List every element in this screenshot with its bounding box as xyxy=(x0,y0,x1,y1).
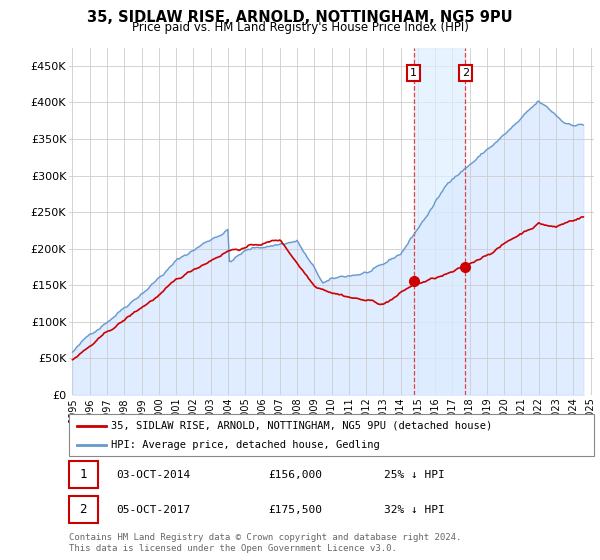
Text: 1: 1 xyxy=(410,68,417,78)
FancyBboxPatch shape xyxy=(69,461,98,488)
Text: 25% ↓ HPI: 25% ↓ HPI xyxy=(384,470,445,479)
Text: 1: 1 xyxy=(79,468,87,481)
Text: HPI: Average price, detached house, Gedling: HPI: Average price, detached house, Gedl… xyxy=(111,440,380,450)
Text: 35, SIDLAW RISE, ARNOLD, NOTTINGHAM, NG5 9PU: 35, SIDLAW RISE, ARNOLD, NOTTINGHAM, NG5… xyxy=(87,10,513,25)
Text: Contains HM Land Registry data © Crown copyright and database right 2024.
This d: Contains HM Land Registry data © Crown c… xyxy=(69,533,461,553)
Text: Price paid vs. HM Land Registry's House Price Index (HPI): Price paid vs. HM Land Registry's House … xyxy=(131,21,469,34)
Text: 32% ↓ HPI: 32% ↓ HPI xyxy=(384,505,445,515)
Text: £175,500: £175,500 xyxy=(269,505,323,515)
Text: 2: 2 xyxy=(79,503,87,516)
Text: 2: 2 xyxy=(462,68,469,78)
FancyBboxPatch shape xyxy=(69,414,594,456)
Text: £156,000: £156,000 xyxy=(269,470,323,479)
Text: 35, SIDLAW RISE, ARNOLD, NOTTINGHAM, NG5 9PU (detached house): 35, SIDLAW RISE, ARNOLD, NOTTINGHAM, NG5… xyxy=(111,421,492,431)
FancyBboxPatch shape xyxy=(69,496,98,523)
Bar xyxy=(413,48,466,395)
Text: 03-OCT-2014: 03-OCT-2014 xyxy=(116,470,191,479)
Text: 05-OCT-2017: 05-OCT-2017 xyxy=(116,505,191,515)
